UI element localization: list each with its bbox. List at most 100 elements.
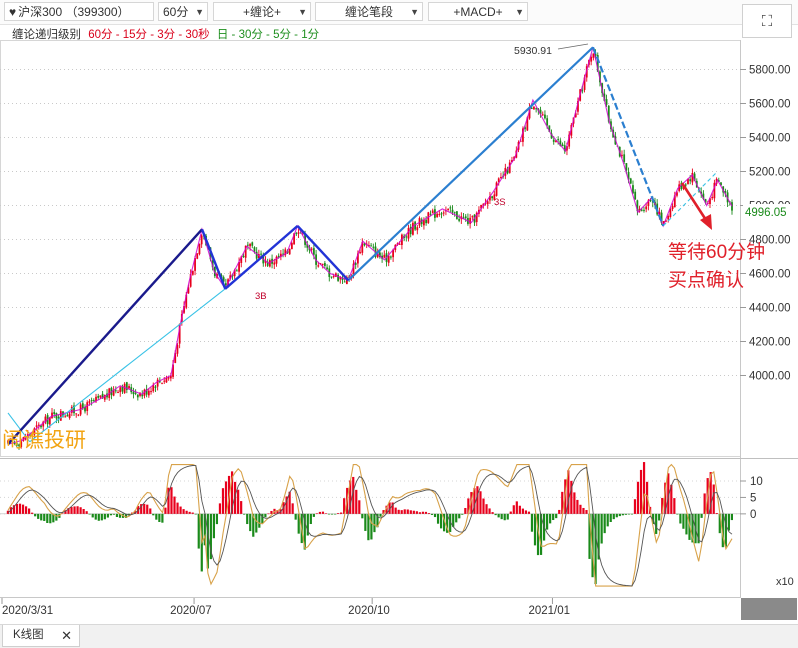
chanlun-legend: 缠论递归级别 60分 - 15分 - 3分 - 30秒 日 - 30分 - 5分… bbox=[12, 26, 323, 42]
y-tick-label: 4400.00 bbox=[749, 303, 791, 315]
macd-bar-positive bbox=[73, 506, 76, 514]
expand-icon[interactable]: ⛶ bbox=[742, 4, 792, 38]
symbol-selector[interactable]: ♥ 沪深300 （399300） bbox=[4, 2, 154, 21]
candle-down bbox=[506, 168, 509, 174]
candle-down bbox=[550, 133, 553, 139]
candle-down bbox=[409, 226, 412, 235]
macd-bar-positive bbox=[485, 504, 488, 514]
legend-green-levels: 日 - 30分 - 5分 - 1分 bbox=[216, 29, 320, 41]
macd-bar-positive bbox=[288, 491, 291, 514]
macd-bar-positive bbox=[633, 499, 637, 514]
macd-bar-negative bbox=[97, 513, 100, 521]
legend-red-levels: 60分 - 15分 - 3分 - 30秒 bbox=[88, 29, 210, 41]
macd-bar-negative bbox=[718, 513, 721, 534]
period-select[interactable]: 60分 ▼ bbox=[158, 2, 208, 21]
close-icon[interactable]: ✕ bbox=[61, 628, 72, 643]
candle-down bbox=[594, 53, 597, 56]
macd-bar-negative bbox=[194, 513, 197, 515]
macd-bar-positive bbox=[518, 505, 521, 514]
candle-up bbox=[240, 256, 243, 264]
macd-bar-positive bbox=[412, 510, 415, 514]
macd-bar-negative bbox=[376, 513, 379, 528]
up-stroke-1 bbox=[7, 228, 203, 446]
macd-scrollbar-thumb[interactable] bbox=[741, 598, 797, 620]
candle-down bbox=[596, 55, 599, 72]
candle-up bbox=[592, 53, 595, 58]
candle-up bbox=[442, 212, 445, 214]
candle-down bbox=[242, 256, 245, 258]
red-arrow-icon bbox=[680, 182, 712, 230]
macd-bar-negative bbox=[370, 513, 373, 540]
macd-bar-negative bbox=[555, 513, 558, 519]
candle-down bbox=[132, 391, 135, 395]
macd-bar-positive bbox=[636, 481, 640, 514]
macd-bar-positive bbox=[521, 508, 524, 514]
y-tick-label: 4200.00 bbox=[749, 337, 791, 349]
macd-bar-negative bbox=[367, 513, 370, 541]
macd-bar-positive bbox=[79, 507, 82, 514]
note-line-1: 等待60分钟 bbox=[668, 241, 765, 263]
candle-down bbox=[717, 180, 720, 182]
chanlun-stroke-dropdown[interactable]: 缠论笔段 ▼ bbox=[315, 2, 423, 21]
macd-bar-positive bbox=[476, 486, 479, 514]
candle-up bbox=[583, 77, 586, 90]
macd-bar-positive bbox=[491, 512, 494, 514]
candle-down bbox=[92, 400, 95, 402]
candle-down bbox=[544, 114, 546, 119]
macd-bar-positive bbox=[18, 503, 22, 514]
macd-bar-positive bbox=[467, 498, 470, 514]
candle-down bbox=[689, 179, 692, 182]
macd-bar-negative bbox=[679, 513, 682, 524]
candle-down bbox=[222, 277, 225, 282]
macd-bar-negative bbox=[103, 513, 106, 520]
candle-up bbox=[447, 208, 450, 210]
candle-up bbox=[671, 206, 674, 210]
candle-down bbox=[326, 267, 328, 270]
macd-bar-negative bbox=[330, 513, 334, 515]
x-tick-label: 2020/10 bbox=[348, 605, 390, 617]
macd-bar-positive bbox=[85, 511, 88, 514]
macd-bar-positive bbox=[324, 513, 328, 514]
candle-down bbox=[66, 414, 69, 417]
candle-up bbox=[691, 172, 694, 183]
candle-up bbox=[528, 107, 531, 119]
tab-kline[interactable]: K线图 ✕ bbox=[2, 625, 80, 647]
macd-bar-positive bbox=[270, 510, 273, 514]
macd-bar-positive bbox=[567, 470, 570, 514]
macd-dropdown[interactable]: +MACD+ ▼ bbox=[428, 2, 528, 21]
candle-down bbox=[213, 266, 216, 277]
candle-down bbox=[40, 425, 42, 428]
candle-down bbox=[379, 252, 381, 258]
y-tick-label: 4800.00 bbox=[749, 235, 791, 247]
symbol-label: 沪深300 （399300） bbox=[18, 5, 130, 19]
segment-up-line bbox=[347, 46, 594, 282]
candle-up bbox=[119, 387, 122, 393]
chanlun-dropdown[interactable]: +缠论+ ▼ bbox=[213, 2, 311, 21]
macd-bar-positive bbox=[418, 512, 421, 514]
kline-chart[interactable]: 4000.004200.004400.004600.004800.005000.… bbox=[0, 24, 798, 624]
candle-down bbox=[97, 396, 100, 398]
macd-bar-negative bbox=[503, 513, 506, 521]
macd-bar-negative bbox=[152, 513, 155, 516]
macd-bar-positive bbox=[267, 513, 270, 515]
macd-bar-positive bbox=[240, 501, 243, 514]
heart-icon[interactable]: ♥ bbox=[9, 5, 17, 19]
candle-down bbox=[121, 386, 124, 392]
macd-bar-positive bbox=[349, 480, 352, 514]
macd-bar-positive bbox=[558, 509, 561, 514]
chevron-down-icon: ▼ bbox=[515, 7, 524, 17]
macd-bar-negative bbox=[546, 513, 549, 530]
candle-up bbox=[185, 294, 188, 308]
candle-down bbox=[341, 277, 344, 281]
candle-down bbox=[323, 263, 326, 266]
trend-line bbox=[29, 288, 226, 443]
macd-bar-negative bbox=[52, 513, 55, 523]
macd-bar-negative bbox=[294, 513, 297, 520]
candle-up bbox=[495, 182, 498, 196]
macd-bar-negative bbox=[494, 513, 497, 516]
macd-bar-positive bbox=[703, 493, 706, 514]
peak-price-label: 5930.91 bbox=[514, 45, 552, 57]
macd-bar-negative bbox=[197, 513, 200, 549]
candle-up bbox=[24, 438, 27, 440]
candle-up bbox=[147, 390, 150, 396]
